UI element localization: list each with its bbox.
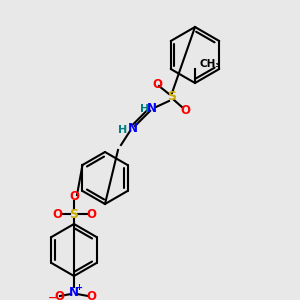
Text: O: O <box>86 208 96 220</box>
Text: O: O <box>54 290 64 300</box>
Text: S: S <box>70 208 79 220</box>
Text: O: O <box>52 208 62 220</box>
Text: N: N <box>147 103 157 116</box>
Text: N: N <box>128 122 138 134</box>
Text: H: H <box>140 104 150 114</box>
Text: CH₃: CH₃ <box>200 59 221 69</box>
Text: H: H <box>118 125 127 135</box>
Text: N: N <box>69 286 79 298</box>
Text: O: O <box>86 290 96 300</box>
Text: −: − <box>48 293 58 300</box>
Text: O: O <box>69 190 79 203</box>
Text: +: + <box>76 284 82 292</box>
Text: O: O <box>180 103 190 116</box>
Text: O: O <box>152 77 162 91</box>
Text: S: S <box>167 91 176 103</box>
